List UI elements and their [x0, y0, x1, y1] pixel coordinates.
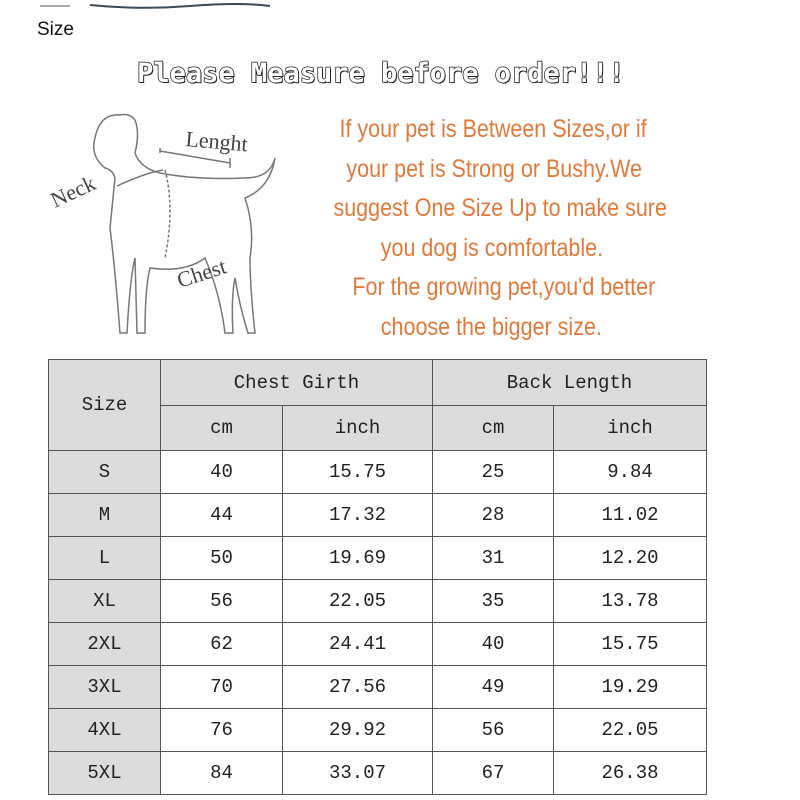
- value-cell: 33.07: [282, 751, 433, 795]
- length-line: [159, 148, 231, 168]
- size-cell: 5XL: [48, 751, 161, 795]
- table-row: L 50 19.69 31 12.20: [48, 536, 707, 580]
- value-cell: 22.05: [282, 579, 433, 623]
- value-cell: 11.02: [553, 493, 707, 537]
- chest-girth-header: Chest Girth: [160, 359, 433, 406]
- value-cell: 28: [432, 493, 554, 537]
- value-cell: 19.69: [282, 536, 433, 580]
- size-cell: 4XL: [48, 708, 161, 752]
- advice-line: you dog is comfortable.: [380, 233, 604, 262]
- value-cell: 13.78: [553, 579, 707, 623]
- neck-line: [116, 169, 164, 187]
- value-cell: 50: [160, 536, 283, 580]
- value-cell: 15.75: [282, 450, 433, 494]
- unit-header: cm: [432, 405, 554, 451]
- size-label: Size: [37, 19, 74, 40]
- advice-line: suggest One Size Up to make sure: [333, 194, 667, 222]
- value-cell: 49: [432, 665, 554, 709]
- value-cell: 29.92: [282, 708, 433, 752]
- value-cell: 62: [160, 622, 283, 666]
- table-row: 5XL 84 33.07 67 26.38: [48, 751, 707, 795]
- value-cell: 15.75: [553, 622, 707, 666]
- value-cell: 40: [160, 450, 283, 494]
- table-row: M 44 17.32 28 11.02: [48, 493, 707, 537]
- value-cell: 9.84: [553, 450, 707, 494]
- value-cell: 76: [160, 708, 283, 752]
- value-cell: 12.20: [553, 536, 707, 580]
- value-cell: 44: [160, 493, 283, 537]
- table-row: 3XL 70 27.56 49 19.29: [48, 665, 707, 709]
- top-decoration: [40, 3, 271, 9]
- value-cell: 70: [160, 665, 283, 709]
- value-cell: 56: [432, 708, 554, 752]
- size-cell: 3XL: [48, 665, 161, 709]
- unit-header-row: cm inch cm inch: [49, 405, 707, 451]
- advice-line: your pet is Strong or Bushy.We: [346, 154, 642, 183]
- dog-outline: [93, 113, 276, 334]
- value-cell: 35: [432, 579, 554, 623]
- value-cell: 27.56: [282, 665, 433, 709]
- size-cell: M: [48, 493, 161, 537]
- advice-line: choose the bigger size.: [380, 312, 602, 341]
- chest-label: Chest: [174, 253, 229, 292]
- size-table: Size Chest Girth Back Length cm inch cm …: [48, 359, 707, 795]
- unit-header: cm: [160, 405, 283, 451]
- value-cell: 84: [160, 751, 283, 795]
- size-cell: S: [48, 450, 161, 494]
- value-cell: 67: [432, 751, 554, 795]
- size-cell: 2XL: [48, 622, 161, 666]
- group-header-row: Size Chest Girth Back Length: [48, 359, 707, 451]
- value-cell: 26.38: [553, 751, 707, 795]
- value-cell: 40: [432, 622, 554, 666]
- length-label: Lenght: [185, 126, 249, 156]
- table-row: S 40 15.75 25 9.84: [48, 450, 707, 494]
- value-cell: 25: [432, 450, 554, 494]
- size-table-body: S 40 15.75 25 9.84 M 44 17.32 28 11.02 L 50 19.69 31 1…: [48, 450, 707, 795]
- dog-measurement-diagram: Neck Lenght Chest: [47, 113, 276, 334]
- table-row: 2XL 62 24.41 40 15.75: [48, 622, 707, 666]
- value-cell: 19.29: [553, 665, 707, 709]
- table-row: 4XL 76 29.92 56 22.05: [48, 708, 707, 752]
- chest-line: [164, 169, 171, 259]
- value-cell: 31: [432, 536, 554, 580]
- value-cell: 24.41: [282, 622, 433, 666]
- back-length-header: Back Length: [432, 359, 707, 406]
- table-row: XL 56 22.05 35 13.78: [48, 579, 707, 623]
- advice-line: If your pet is Between Sizes,or if: [339, 115, 647, 143]
- size-cell: L: [48, 536, 161, 580]
- sizing-advice: If your pet is Between Sizes,or if your …: [318, 110, 667, 347]
- value-cell: 22.05: [553, 708, 707, 752]
- value-cell: 56: [160, 579, 283, 623]
- unit-header: inch: [553, 405, 707, 451]
- value-cell: 17.32: [282, 493, 433, 537]
- neck-label: Neck: [47, 170, 100, 212]
- size-header: Size: [48, 359, 161, 451]
- headline: Please Measure before order!!!: [136, 57, 625, 90]
- unit-header: inch: [282, 405, 433, 451]
- advice-line: For the growing pet,you'd better: [346, 273, 656, 301]
- size-cell: XL: [48, 579, 161, 623]
